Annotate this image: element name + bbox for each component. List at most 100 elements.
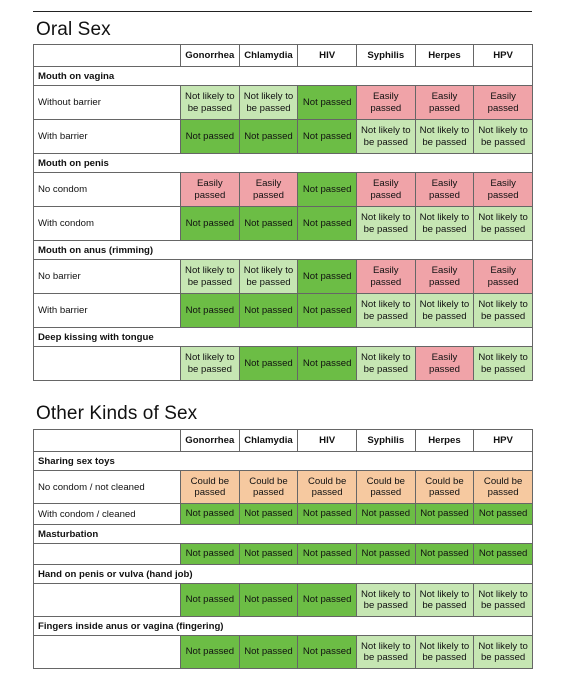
risk-cell-syphilis: Not likely to be passed [355, 206, 416, 241]
header-corner [33, 44, 181, 67]
risk-cell-chlamydia: Could be passed [238, 470, 299, 504]
risk-cell-hpv: Not likely to be passed [473, 293, 533, 328]
header-corner [33, 429, 181, 452]
risk-cell-syphilis: Easily passed [355, 259, 416, 294]
oral-sex-table: Gonorrhea Chlamydia HIV Syphilis Herpes HPV Mo… [33, 44, 533, 381]
column-header-hpv: HPV [473, 44, 533, 67]
risk-cell-herpes: Easily passed [414, 172, 475, 207]
risk-cell-hpv: Not passed [473, 503, 533, 525]
row-label [33, 543, 181, 565]
risk-cell-syphilis: Not passed [355, 543, 416, 565]
risk-cell-hiv: Not passed [297, 119, 357, 154]
risk-cell-hiv: Not passed [297, 503, 357, 525]
risk-cell-hiv: Not passed [297, 206, 357, 241]
category-row: Mouth on penis [33, 153, 533, 173]
risk-cell-chlamydia: Not passed [238, 503, 299, 525]
risk-cell-gonorrhea: Easily passed [180, 172, 240, 207]
category-label: Deep kissing with tongue [33, 327, 533, 347]
risk-cell-hpv: Easily passed [473, 259, 533, 294]
risk-cell-hpv: Not likely to be passed [473, 206, 533, 241]
category-row: Masturbation [33, 524, 533, 544]
risk-cell-chlamydia: Not passed [238, 206, 299, 241]
row-label: No condom / not cleaned [33, 470, 181, 504]
risk-cell-herpes: Not likely to be passed [414, 293, 475, 328]
risk-cell-hiv: Not passed [297, 293, 357, 328]
row-label: No barrier [33, 259, 181, 294]
category-row: Mouth on vagina [33, 66, 533, 86]
risk-cell-chlamydia: Not likely to be passed [238, 259, 299, 294]
risk-cell-hiv: Not passed [297, 172, 357, 207]
risk-cell-gonorrhea: Not passed [180, 503, 240, 525]
row-label: With barrier [33, 119, 181, 154]
risk-cell-herpes: Not passed [414, 503, 475, 525]
risk-cell-herpes: Easily passed [414, 85, 475, 120]
top-rule [33, 11, 532, 12]
risk-cell-chlamydia: Not passed [238, 635, 299, 669]
risk-cell-herpes: Not passed [414, 543, 475, 565]
category-row: Fingers inside anus or vagina (fingering… [33, 616, 533, 636]
risk-cell-hpv: Not likely to be passed [473, 346, 533, 381]
risk-cell-herpes: Not likely to be passed [414, 635, 475, 669]
risk-cell-hiv: Not passed [297, 635, 357, 669]
risk-cell-herpes: Easily passed [414, 259, 475, 294]
category-row: Deep kissing with tongue [33, 327, 533, 347]
risk-cell-chlamydia: Not passed [238, 543, 299, 565]
risk-cell-hiv: Not passed [297, 259, 357, 294]
risk-cell-hiv: Not passed [297, 583, 357, 617]
category-label: Mouth on penis [33, 153, 533, 173]
table-row: With condom Not passed Not passed Not passe… [33, 206, 533, 241]
row-label [33, 583, 181, 617]
category-label: Sharing sex toys [33, 451, 533, 471]
risk-cell-gonorrhea: Not passed [180, 206, 240, 241]
risk-cell-syphilis: Not passed [355, 503, 416, 525]
column-header-chlamydia: Chlamydia [238, 44, 299, 67]
risk-cell-syphilis: Not likely to be passed [355, 119, 416, 154]
risk-cell-chlamydia: Not passed [238, 583, 299, 617]
category-label: Mouth on anus (rimming) [33, 240, 533, 260]
risk-cell-chlamydia: Not passed [238, 119, 299, 154]
table-row: Not passed Not passed Not passed Not likely… [33, 583, 533, 617]
risk-cell-herpes: Not likely to be passed [414, 206, 475, 241]
risk-cell-herpes: Not likely to be passed [414, 583, 475, 617]
table-header-row: Gonorrhea Chlamydia HIV Syphilis Herpes HPV [33, 429, 533, 452]
risk-cell-gonorrhea: Not passed [180, 293, 240, 328]
risk-cell-gonorrhea: Could be passed [180, 470, 240, 504]
category-row: Mouth on anus (rimming) [33, 240, 533, 260]
category-label: Fingers inside anus or vagina (fingering… [33, 616, 533, 636]
risk-cell-gonorrhea: Not likely to be passed [180, 85, 240, 120]
risk-cell-hpv: Not likely to be passed [473, 119, 533, 154]
risk-cell-syphilis: Not likely to be passed [355, 635, 416, 669]
table-header-row: Gonorrhea Chlamydia HIV Syphilis Herpes HPV [33, 44, 533, 67]
table-row: Not likely to be passed Not passed Not pas… [33, 346, 533, 381]
risk-cell-gonorrhea: Not passed [180, 543, 240, 565]
column-header-herpes: Herpes [414, 44, 475, 67]
risk-cell-herpes: Could be passed [414, 470, 475, 504]
column-header-chlamydia: Chlamydia [238, 429, 299, 452]
risk-cell-chlamydia: Not passed [238, 293, 299, 328]
risk-cell-gonorrhea: Not likely to be passed [180, 346, 240, 381]
risk-cell-gonorrhea: Not passed [180, 583, 240, 617]
risk-cell-gonorrhea: Not passed [180, 119, 240, 154]
category-row: Hand on penis or vulva (hand job) [33, 564, 533, 584]
risk-cell-hiv: Not passed [297, 85, 357, 120]
risk-cell-hpv: Not passed [473, 543, 533, 565]
section-title-other-kinds-of-sex: Other Kinds of Sex [36, 403, 198, 424]
category-label: Masturbation [33, 524, 533, 544]
risk-cell-syphilis: Easily passed [355, 172, 416, 207]
table-row: No condom / not cleaned Could be passed Co… [33, 470, 533, 504]
column-header-hpv: HPV [473, 429, 533, 452]
column-header-hiv: HIV [297, 44, 357, 67]
risk-cell-syphilis: Not likely to be passed [355, 346, 416, 381]
table-row: No barrier Not likely to be passed Not lik… [33, 259, 533, 294]
risk-cell-syphilis: Not likely to be passed [355, 293, 416, 328]
risk-cell-chlamydia: Not passed [238, 346, 299, 381]
risk-cell-hpv: Easily passed [473, 172, 533, 207]
table-row: With condom / cleaned Not passed Not passe… [33, 503, 533, 525]
risk-cell-herpes: Not likely to be passed [414, 119, 475, 154]
table-row: With barrier Not passed Not passed Not pass… [33, 293, 533, 328]
risk-cell-hiv: Could be passed [297, 470, 357, 504]
risk-cell-hiv: Not passed [297, 346, 357, 381]
risk-cell-hiv: Not passed [297, 543, 357, 565]
risk-cell-hpv: Could be passed [473, 470, 533, 504]
column-header-syphilis: Syphilis [355, 44, 416, 67]
